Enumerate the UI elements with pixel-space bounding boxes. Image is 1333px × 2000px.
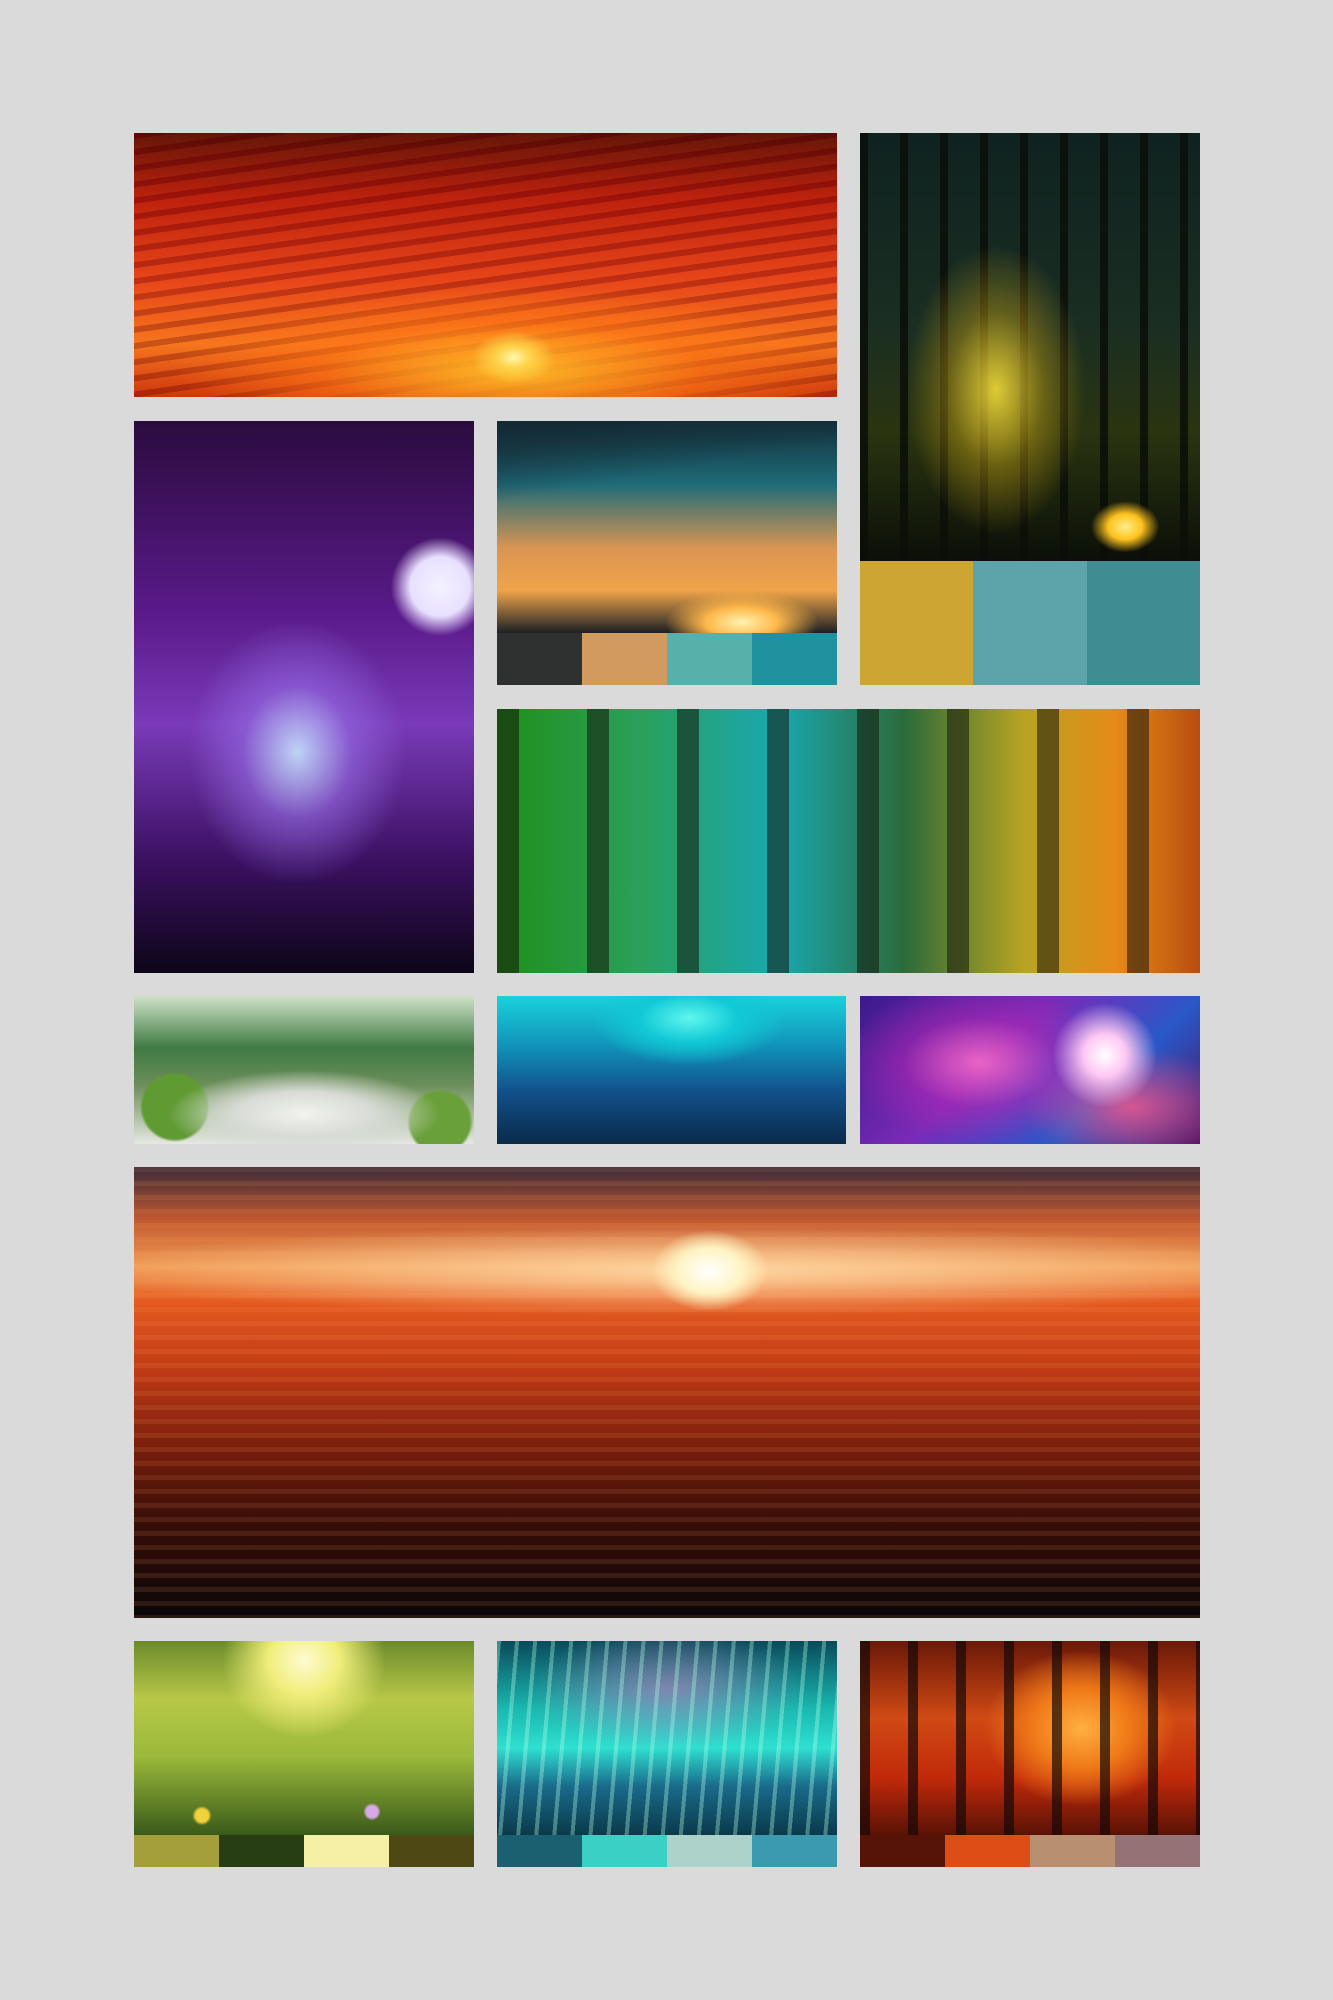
- palette-swatch: [667, 633, 752, 685]
- palette-swatch: [973, 561, 1087, 685]
- palette-swatch: [860, 1835, 945, 1867]
- fiery-sunset-image: [134, 133, 837, 397]
- palette-swatch: [945, 1835, 1030, 1867]
- palette-swatch: [497, 1835, 582, 1867]
- palette-swatch: [389, 1835, 474, 1867]
- palette-swatch: [752, 1835, 837, 1867]
- image-tile-teal-sunset[interactable]: [497, 421, 837, 685]
- image-tile-sunlit-meadow[interactable]: [134, 1641, 474, 1867]
- palette-swatch: [752, 633, 837, 685]
- zen-garden-image: [134, 996, 474, 1144]
- image-tile-purple-forest[interactable]: [134, 421, 474, 973]
- image-tile-red-horizon[interactable]: [134, 1167, 1200, 1618]
- palette-swatch: [1030, 1835, 1115, 1867]
- color-palette: [860, 1835, 1200, 1867]
- palette-swatch: [1115, 1835, 1200, 1867]
- image-tile-rainbow-forest[interactable]: [497, 709, 1200, 973]
- autumn-forest-image: [860, 1641, 1200, 1835]
- image-tile-autumn-forest[interactable]: [860, 1641, 1200, 1867]
- cyan-valley-image: [497, 996, 846, 1144]
- color-palette: [497, 1835, 837, 1867]
- purple-forest-image: [134, 421, 474, 973]
- image-tile-pink-nebula[interactable]: [860, 996, 1200, 1144]
- image-tile-cyan-valley[interactable]: [497, 996, 846, 1144]
- glowing-forest-image: [860, 133, 1200, 561]
- color-palette: [134, 1835, 474, 1867]
- palette-swatch: [134, 1835, 219, 1867]
- palette-swatch: [1086, 561, 1200, 685]
- red-horizon-image: [134, 1167, 1200, 1618]
- image-tile-fiery-sunset[interactable]: [134, 133, 837, 397]
- image-tile-aurora-lake[interactable]: [497, 1641, 837, 1867]
- palette-swatch: [667, 1835, 752, 1867]
- palette-swatch: [582, 633, 667, 685]
- image-tile-zen-garden[interactable]: [134, 996, 474, 1144]
- color-palette: [860, 561, 1200, 685]
- teal-sunset-image: [497, 421, 837, 633]
- pink-nebula-image: [860, 996, 1200, 1144]
- palette-swatch: [304, 1835, 389, 1867]
- rainbow-forest-image: [497, 709, 1200, 973]
- color-palette: [497, 633, 837, 685]
- palette-swatch: [497, 633, 582, 685]
- aurora-lake-image: [497, 1641, 837, 1835]
- sunlit-meadow-image: [134, 1641, 474, 1835]
- palette-swatch: [860, 561, 974, 685]
- palette-swatch: [219, 1835, 304, 1867]
- image-tile-glowing-forest[interactable]: [860, 133, 1200, 685]
- palette-swatch: [582, 1835, 667, 1867]
